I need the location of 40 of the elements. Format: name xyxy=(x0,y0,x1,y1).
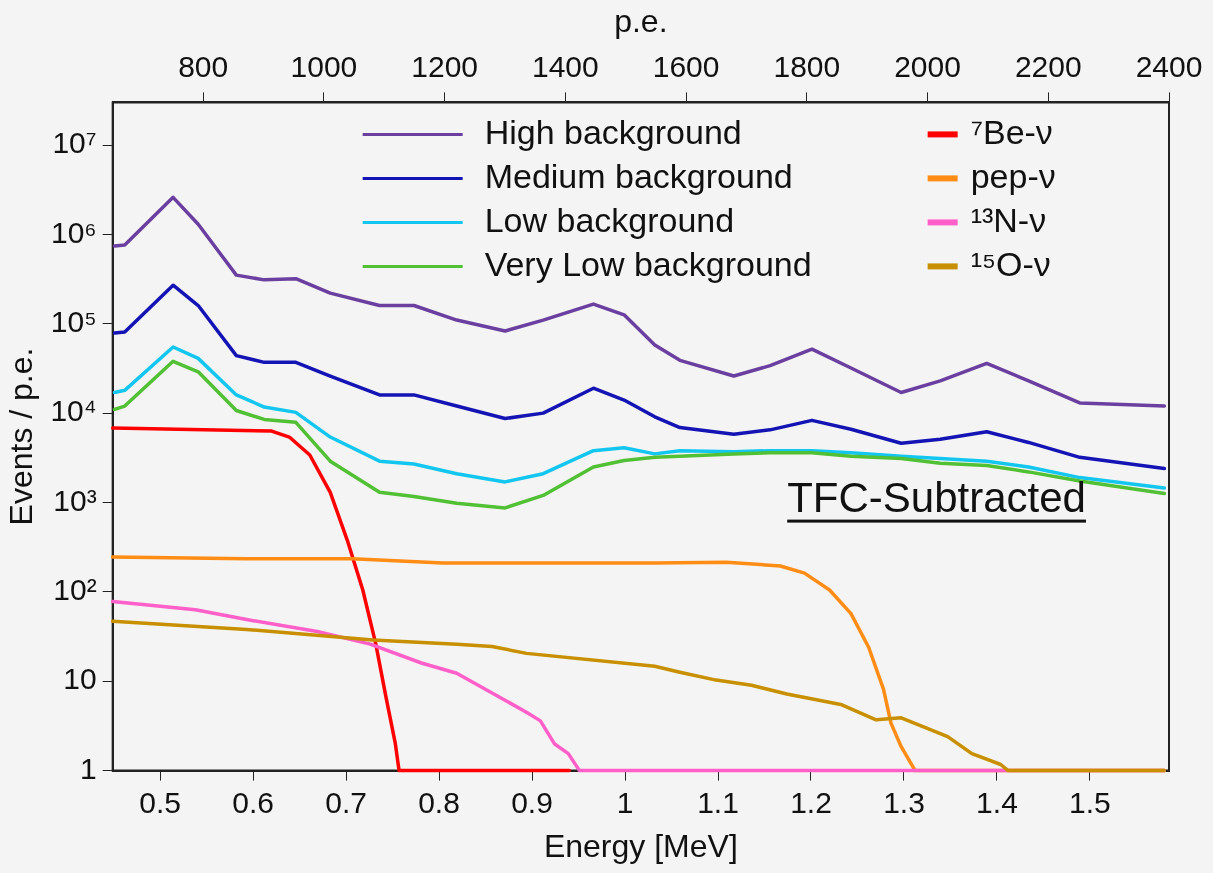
x-tick-label: 0.5 xyxy=(139,785,181,819)
x2-tick-label: 2200 xyxy=(1014,49,1082,83)
y-tick-label: 1 xyxy=(79,751,97,785)
legend-label: Low background xyxy=(484,200,735,239)
x2-tick-label: 1800 xyxy=(773,49,841,83)
legend-label: ¹⁵O-ν xyxy=(970,244,1051,283)
x2-tick-label: 1000 xyxy=(290,49,358,83)
y-tick-label: 10⁴ xyxy=(50,394,97,428)
legend-label: Medium background xyxy=(484,156,793,195)
x-tick-label: 0.6 xyxy=(232,785,274,819)
y-axis-title: Events / p.e. xyxy=(3,347,40,526)
x-tick-label: 1.4 xyxy=(976,785,1018,819)
x2-tick-label: 1200 xyxy=(411,49,479,83)
x2-tick-label: 1600 xyxy=(652,49,720,83)
legend-label: ¹³N-ν xyxy=(970,200,1047,239)
x-tick-label: 1.3 xyxy=(883,785,925,819)
x-tick-label: 1.1 xyxy=(697,785,739,819)
y-tick-label: 10⁷ xyxy=(52,126,97,160)
x2-axis-title: p.e. xyxy=(614,3,668,40)
x-tick-label: 0.8 xyxy=(418,785,460,819)
legend-label: ⁷Be-ν xyxy=(970,112,1053,151)
legend-label: pep-ν xyxy=(970,156,1056,195)
annotation: TFC-Subtracted xyxy=(787,472,1086,523)
x-tick-label: 1 xyxy=(616,785,634,819)
y-tick-label: 10³ xyxy=(53,483,97,517)
x-tick-label: 0.7 xyxy=(325,785,367,819)
y-tick-label: 10² xyxy=(53,573,97,607)
x2-tick-label: 2400 xyxy=(1135,49,1203,83)
x2-tick-label: 800 xyxy=(178,49,229,83)
x-tick-label: 0.9 xyxy=(511,785,553,819)
y-tick-label: 10⁵ xyxy=(50,305,97,339)
x2-tick-label: 1400 xyxy=(532,49,599,83)
legend-label: High background xyxy=(484,112,742,151)
y-tick-label: 10⁶ xyxy=(50,215,97,249)
x-axis-title: Energy [MeV] xyxy=(543,827,738,864)
legend-label: Very Low background xyxy=(484,244,812,283)
x-tick-label: 1.5 xyxy=(1069,785,1111,819)
x-tick-label: 1.2 xyxy=(790,785,832,819)
y-tick-label: 10 xyxy=(63,662,97,696)
x2-tick-label: 2000 xyxy=(894,49,961,83)
